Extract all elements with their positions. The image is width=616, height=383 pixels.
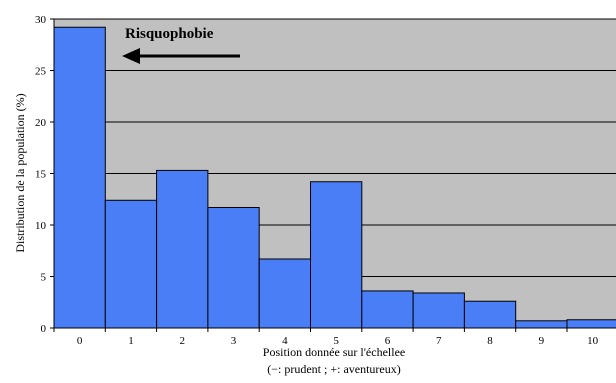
bar-1 xyxy=(104,199,158,329)
y-tick-label: 15 xyxy=(35,169,47,181)
bar-6 xyxy=(361,290,414,329)
x-tick-label: 6 xyxy=(385,335,391,347)
risquophobie-annotation: Risquophobie xyxy=(122,26,240,64)
x-tick-label: 1 xyxy=(128,335,134,347)
x-tick-label: 0 xyxy=(77,335,83,347)
x-tick-label: 9 xyxy=(539,335,545,347)
y-tick-label: 30 xyxy=(35,14,47,26)
x-tick-label: 10 xyxy=(587,335,599,347)
bar-4 xyxy=(258,258,312,329)
x-tick-label: 7 xyxy=(436,335,442,347)
x-axis-title: Position donnée sur l'échellee xyxy=(263,345,405,359)
y-axis-ticks: 0 5 10 15 20 25 30 xyxy=(35,14,54,335)
y-tick-label: 0 xyxy=(41,323,47,335)
bars xyxy=(53,26,616,329)
x-axis-subtitle: (−: prudent ; +: aventureux) xyxy=(267,362,401,376)
y-tick-label: 10 xyxy=(35,220,47,232)
y-tick-label: 20 xyxy=(35,117,47,129)
annotation-label: Risquophobie xyxy=(125,26,214,42)
bar-5 xyxy=(310,181,363,329)
y-tick-label: 5 xyxy=(41,272,47,284)
x-axis-ticks: 0 1 2 3 4 5 6 7 8 9 10 xyxy=(53,328,599,347)
x-tick-label: 5 xyxy=(333,335,339,347)
x-tick-label: 2 xyxy=(180,335,186,347)
bar-8 xyxy=(463,300,517,329)
bar-3 xyxy=(207,206,260,329)
x-tick-label: 8 xyxy=(487,335,493,347)
y-tick-label: 25 xyxy=(35,66,47,78)
bar-9 xyxy=(515,320,568,329)
bar-10 xyxy=(566,319,616,329)
bar-7 xyxy=(412,292,465,329)
y-axis-title: Distribution de la population (%) xyxy=(13,93,27,252)
bar-0 xyxy=(53,26,106,329)
arrow-left-icon xyxy=(122,48,140,64)
bar-2 xyxy=(156,169,209,329)
x-tick-label: 4 xyxy=(282,335,288,347)
x-tick-label: 3 xyxy=(231,335,237,347)
